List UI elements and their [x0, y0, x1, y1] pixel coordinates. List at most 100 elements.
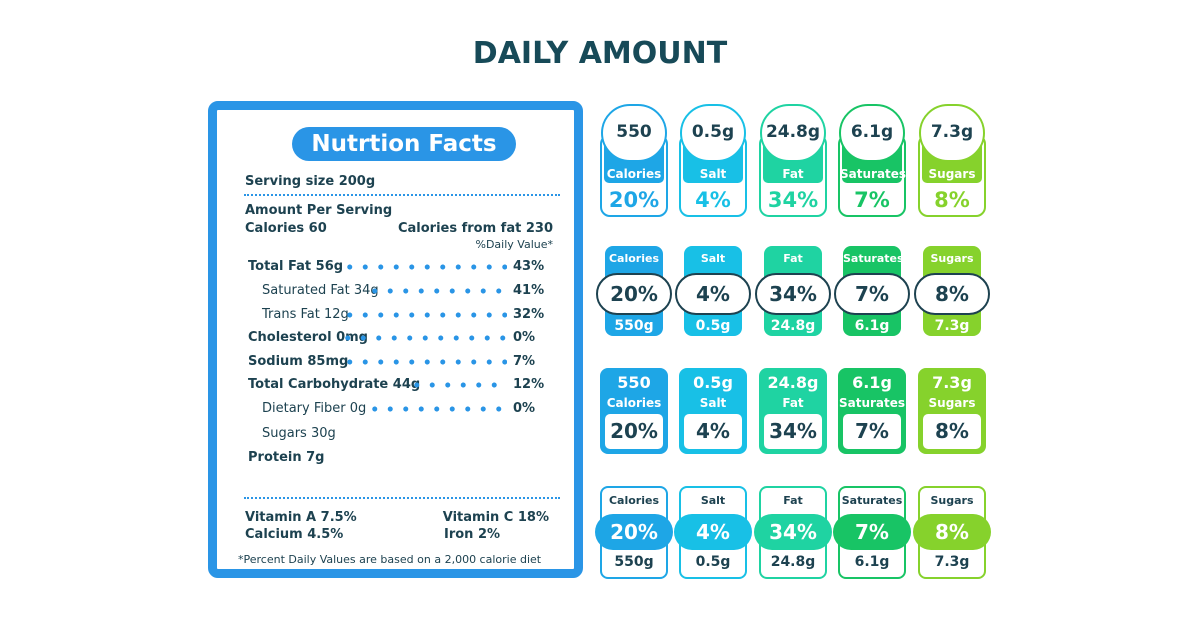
- nutrient-badge-style-3: 550 Calories 20%: [600, 368, 668, 454]
- badge-label: Saturates: [843, 252, 904, 265]
- iron: Iron 2%: [444, 527, 501, 542]
- daily-value-header: %Daily Value*: [475, 238, 554, 251]
- badge-amount: 7.3g: [919, 104, 985, 162]
- badge-percent: 7%: [834, 273, 910, 315]
- badge-label: Calories: [606, 396, 662, 410]
- badge-percent: 8%: [923, 414, 981, 449]
- nutrient-row-percent: 41%: [513, 283, 545, 298]
- badge-label: Fat: [782, 167, 804, 181]
- amount-per-serving: Amount Per Serving: [245, 203, 393, 218]
- badge-body: Fat 34%: [759, 134, 827, 217]
- badge-amount: 0.5g: [693, 373, 733, 392]
- badge-percent: 34%: [755, 273, 831, 315]
- badge-percent: 20%: [596, 273, 672, 315]
- nutrition-facts-heading: Nutrtion Facts: [292, 127, 516, 161]
- serving-size: Serving size 200g: [245, 174, 376, 189]
- badge-label: Fat: [783, 252, 803, 265]
- badge-label: Fat: [782, 396, 804, 410]
- badge-amount: 7.3g: [934, 318, 970, 334]
- vitamin-a: Vitamin A 7.5%: [245, 510, 357, 525]
- badge-label: Saturates: [838, 396, 906, 410]
- dot-leader: [367, 406, 507, 412]
- nutrient-badge-style-1: Fat 34% 24.8g: [759, 104, 827, 217]
- nutrient-row-percent: 12%: [513, 377, 545, 392]
- badge-amount: 550g: [614, 318, 654, 334]
- nutrition-facts-label: Nutrtion Facts Serving size 200g Amount …: [208, 101, 583, 578]
- footnote: *Percent Daily Values are based on a 2,0…: [238, 553, 542, 566]
- nutrient-row-percent: 0%: [513, 330, 536, 345]
- dot-leader: [367, 288, 507, 294]
- dot-leader: [340, 335, 507, 341]
- nutrient-row-percent: 32%: [513, 307, 545, 322]
- nutrient-badge-style-2: Salt 4% 0.5g: [675, 246, 751, 336]
- nutrient-row-label: Total Carbohydrate 44g: [248, 377, 421, 392]
- badge-percent: 34%: [754, 514, 832, 550]
- calories-from-fat: Calories from fat 230: [397, 221, 553, 236]
- calories: Calories 60: [245, 221, 327, 236]
- nutrient-badge-style-3: 7.3g Sugars 8%: [918, 368, 986, 454]
- badge-percent: 4%: [695, 188, 731, 212]
- nutrient-badge-style-4: Salt 4% 0.5g: [674, 486, 752, 579]
- vitamin-c: Vitamin C 18%: [442, 510, 549, 525]
- nutrient-badge-style-2: Calories 20% 550g: [596, 246, 672, 336]
- nutrient-badge-style-3: 6.1g Saturates 7%: [838, 368, 906, 454]
- badge-label: Fat: [783, 494, 803, 507]
- dot-leader: [409, 382, 507, 388]
- badge-label: Saturates: [841, 494, 903, 507]
- nutrient-row-label: Saturated Fat 34g: [262, 283, 379, 298]
- badge-label: Salt: [699, 396, 727, 410]
- nutrient-row-label: Dietary Fiber 0g: [262, 401, 367, 416]
- badge-amount: 24.8g: [770, 554, 816, 570]
- nutrient-row-percent: 0%: [513, 401, 536, 416]
- badge-label: Sugars: [928, 167, 976, 181]
- badge-label: Calories: [608, 494, 660, 507]
- nutrient-badge-style-4: Saturates 7% 6.1g: [833, 486, 911, 579]
- nutrient-badge-style-1: Salt 4% 0.5g: [679, 104, 747, 217]
- badge-percent: 20%: [605, 414, 663, 449]
- dot-leader: [342, 312, 507, 318]
- badge-amount: 6.1g: [839, 104, 905, 162]
- nutrient-badge-style-2: Fat 34% 24.8g: [755, 246, 831, 336]
- badge-amount: 0.5g: [695, 554, 731, 570]
- nutrient-row-label: Total Fat 56g: [248, 259, 344, 274]
- nutrient-badge-style-3: 0.5g Salt 4%: [679, 368, 747, 454]
- badge-percent: 34%: [767, 188, 819, 212]
- badge-percent: 4%: [675, 273, 751, 315]
- badge-label: Salt: [699, 167, 727, 181]
- badge-amount: 550: [601, 104, 667, 162]
- badge-label: Salt: [700, 252, 726, 265]
- page-title: DAILY AMOUNT: [472, 36, 728, 71]
- badge-amount: 7.3g: [932, 373, 972, 392]
- calcium: Calcium 4.5%: [245, 527, 344, 542]
- nutrient-row-label: Sugars 30g: [262, 426, 336, 441]
- badge-amount: 24.8g: [770, 318, 816, 334]
- badge-percent: 7%: [854, 188, 890, 212]
- nutrient-badge-style-1: Sugars 8% 7.3g: [918, 104, 986, 217]
- nutrient-badge-style-4: Calories 20% 550g: [595, 486, 673, 579]
- nutrient-badge-style-4: Fat 34% 24.8g: [754, 486, 832, 579]
- divider: [244, 194, 560, 196]
- badge-amount: 0.5g: [680, 104, 746, 162]
- badge-label: Calories: [608, 252, 660, 265]
- nutrient-row-percent: 7%: [513, 354, 536, 369]
- nutrient-row-label: Trans Fat 12g: [262, 307, 349, 322]
- nutrient-badge-style-4: Sugars 8% 7.3g: [913, 486, 991, 579]
- badge-percent: 8%: [934, 188, 970, 212]
- nutrient-row-label: Cholesterol 0mg: [248, 330, 368, 345]
- nutrient-badge-style-2: Sugars 8% 7.3g: [914, 246, 990, 336]
- badge-percent: 4%: [674, 514, 752, 550]
- badge-label: Salt: [700, 494, 726, 507]
- badge-percent: 4%: [684, 414, 742, 449]
- badge-amount: 7.3g: [934, 554, 970, 570]
- badge-amount: 0.5g: [695, 318, 731, 334]
- badge-percent: 34%: [764, 414, 822, 449]
- nutrient-badge-style-3: 24.8g Fat 34%: [759, 368, 827, 454]
- badge-amount: 24.8g: [767, 373, 819, 392]
- nutrient-badge-style-1: Calories 20% 550: [600, 104, 668, 217]
- badge-label: Sugars: [930, 252, 974, 265]
- badge-percent: 8%: [914, 273, 990, 315]
- badge-amount: 6.1g: [854, 318, 890, 334]
- badge-percent: 7%: [833, 514, 911, 550]
- nutrient-row-label: Sodium 85mg: [248, 354, 349, 369]
- badge-percent: 8%: [913, 514, 991, 550]
